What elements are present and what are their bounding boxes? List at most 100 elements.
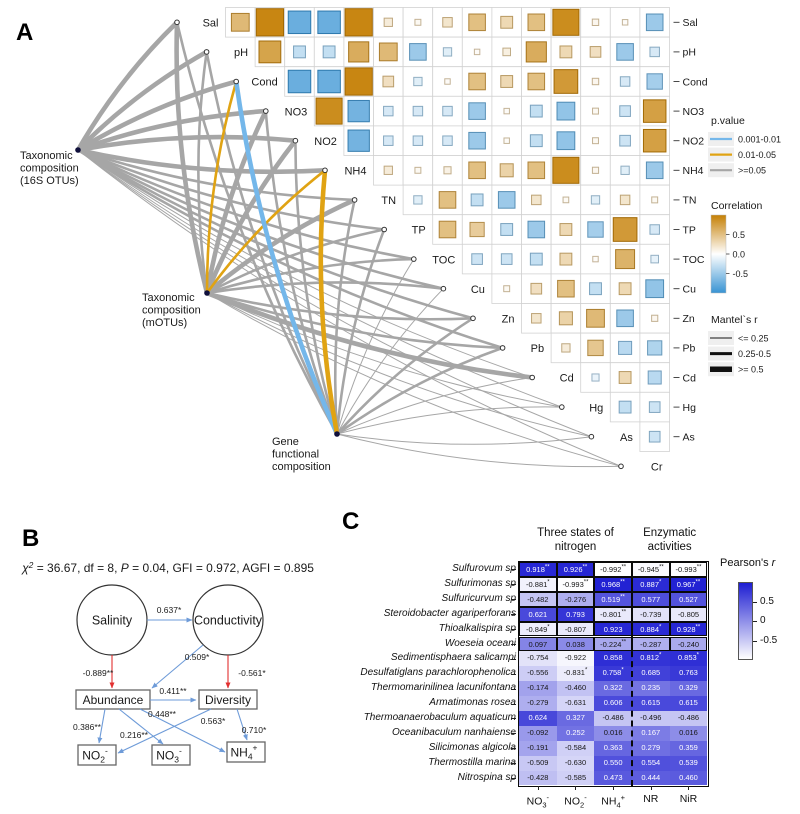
corr-cell-pH-TOC	[442, 47, 453, 57]
corr-cell-As-Cr	[648, 430, 661, 443]
heatmap-cell: -0.739	[631, 606, 670, 622]
env-node-Cr	[618, 463, 624, 470]
heatmap-cell: 0.167	[631, 725, 670, 741]
corr-cell-NO3-TOC	[442, 105, 453, 117]
hub-label-Gene: composition	[272, 461, 331, 473]
heatmap-cell: -0.240	[669, 636, 708, 652]
corr-cell-pH-TP	[409, 43, 427, 61]
mantel-edge-16S-Pb	[76, 148, 504, 350]
corr-cell-Hg-Cr	[648, 401, 661, 413]
heatmap-cell: -0.831*	[556, 666, 595, 682]
row-label: Thioalkalispira sp	[438, 622, 516, 634]
corr-cell-TN-As	[619, 194, 631, 206]
row-tick	[511, 718, 516, 720]
mantel-edge-Gene-NO2	[294, 139, 339, 436]
mantel-legend-title: Mantel`s r	[711, 314, 758, 326]
corr-cell-NH4-Pb	[527, 161, 546, 180]
heatmap-cell: 0.606	[594, 696, 632, 711]
heatmap-cell: 0.329	[669, 681, 708, 697]
panel-a-letter: A	[16, 19, 33, 46]
env-node-Cu	[440, 285, 447, 292]
corr-cell-NO3-TN	[383, 105, 394, 117]
hub-label-mOTUs: (mOTUs)	[142, 317, 187, 329]
mantel-edge-Gene-Zn	[335, 317, 475, 436]
heatmap-cell: 0.363	[594, 740, 632, 756]
latent-label-Conductivity: Conductivity	[194, 614, 263, 628]
row-label: Silicimonas algicola	[428, 741, 516, 753]
mantel-edge-Gene-pH	[205, 50, 339, 436]
mantel-edge-Gene-Sal	[175, 21, 339, 436]
mantel-edge-16S-pH	[75, 49, 209, 153]
corr-cell-Pb-Hg	[587, 339, 604, 357]
mantel-edge-16S-NH4	[75, 147, 328, 175]
heatmap-cell: -0.276	[556, 591, 595, 607]
row-tick	[511, 688, 516, 690]
heatmap-cell: -0.881*	[519, 576, 557, 592]
hub-label-Gene: Gene	[272, 436, 299, 448]
right-label-pH: pH	[683, 47, 696, 59]
sem-fit-stats: χ2 = 36.67, df = 8, P = 0.04, GFI = 0.97…	[21, 560, 314, 575]
row-label: Oceanibaculum nanhaiense	[392, 726, 516, 738]
corr-cell-NO3-Cu	[468, 102, 486, 120]
corr-grid-cell	[432, 184, 463, 216]
right-label-Hg: Hg	[683, 402, 697, 414]
corr-cell-NO3-Cr	[642, 99, 667, 123]
right-label-Cond: Cond	[683, 76, 708, 88]
corr-cell-NO2-TP	[412, 135, 424, 146]
corr-cell-pH-NO2	[322, 45, 336, 59]
mantel-edge-mOTUs-Cu	[205, 281, 445, 295]
chem-label-NO2: NO2-	[82, 746, 108, 765]
corr-cell-TP-Pb	[527, 220, 546, 239]
panel-c-pearson-heatmap: C Three states of nitrogen Enzymatic activi…	[340, 500, 800, 814]
hub-node-Gene	[334, 431, 340, 437]
corr-cell-NH4-TP	[414, 166, 422, 174]
corr-cell-NO2-As	[619, 134, 631, 147]
chem-box-NO3	[151, 744, 191, 766]
heatmap-cell: 0.928**	[669, 621, 708, 637]
heatmap-cell: -0.805	[669, 606, 708, 622]
hub-label-mOTUs: Taxonomic	[142, 292, 195, 304]
corr-cell-Cond-Cr	[646, 73, 663, 90]
cbar-tick	[753, 601, 757, 603]
col-label: NR	[643, 792, 659, 805]
mantel-edge-mOTUs-Sal	[174, 20, 210, 296]
row-tick	[511, 703, 516, 705]
row-tick	[511, 733, 516, 735]
heatmap-cell: -0.509	[519, 755, 557, 771]
corr-cell-pH-Cu	[473, 48, 481, 56]
diag-label-Zn: Zn	[502, 314, 515, 326]
heatmap-cell: 0.444	[631, 770, 670, 786]
row-label: Sulfurovum sp	[452, 563, 516, 574]
corr-cell-pH-NO3	[293, 45, 306, 59]
heatmap-cell: 0.460	[669, 770, 708, 786]
right-label-TN: TN	[683, 195, 697, 207]
corr-cell-Cond-NH4	[344, 67, 373, 96]
col-tick	[650, 785, 652, 790]
heatmap-cell: 0.252	[556, 725, 595, 741]
corr-cell-TP-Zn	[500, 223, 514, 236]
heatmap-cell: -0.801**	[594, 606, 632, 622]
corr-cell-NO2-Hg	[592, 137, 599, 145]
heatmap-cell: 0.621	[519, 606, 557, 622]
pvalue-item-label: 0.01-0.05	[738, 150, 776, 160]
corr-cell-pH-Pb	[525, 41, 547, 63]
diag-label-Pb: Pb	[531, 343, 544, 355]
hub-label-16S: (16S OTUs)	[20, 175, 79, 187]
corr-cell-Sal-Cond	[255, 8, 285, 37]
corr-cell-NH4-Cu	[468, 161, 486, 180]
heatmap-cell: 0.527	[669, 591, 708, 607]
heatmap-cell: -0.849*	[519, 621, 557, 637]
row-label: Sulfurimonas sp	[444, 577, 516, 589]
corr-cell-TOC-Zn	[500, 253, 513, 265]
col-tick	[537, 785, 539, 790]
corr-cell-NH4-TOC	[443, 166, 452, 175]
row-label: Steroidobacter agariperforans	[383, 607, 516, 619]
heatmap-cell: -0.630	[556, 755, 595, 771]
heatmap-cell: 0.539	[669, 755, 708, 771]
mantel-edge-mOTUs-pH	[197, 50, 209, 295]
heatmap-cell: -0.807	[556, 621, 595, 637]
corr-cell-Cond-NO3	[287, 69, 312, 94]
observed-label-Diversity: Diversity	[205, 693, 251, 707]
corr-cell-Sal-Zn	[500, 15, 514, 29]
heatmap-cell: 0.918**	[519, 562, 557, 577]
